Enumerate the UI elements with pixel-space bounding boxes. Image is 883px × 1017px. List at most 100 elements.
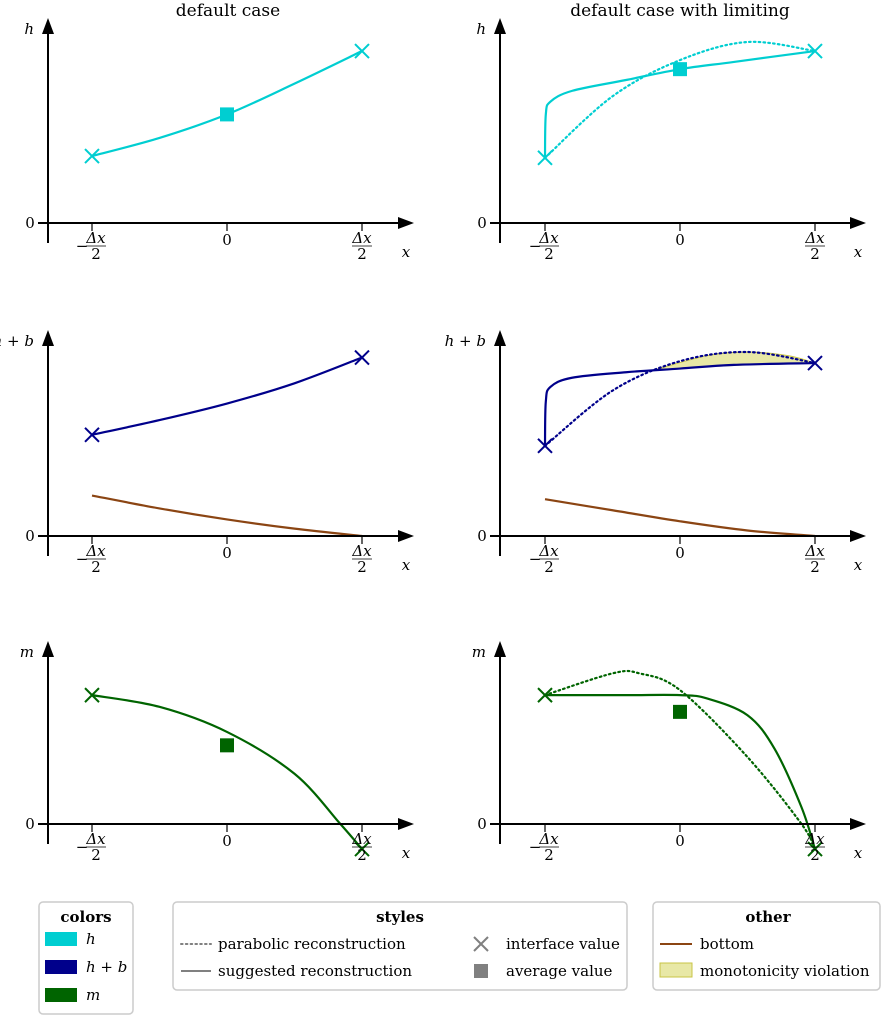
frac-num: Δx [804,830,825,848]
x-axis-arrow [398,530,414,542]
frac-den: 2 [357,245,367,263]
frac-den: 2 [91,245,101,263]
y-axis-arrow [494,641,506,657]
legend-other-title: other [745,908,791,926]
x-tick-label-left-frac: Δx2 [538,830,559,864]
frac-den: 2 [544,245,554,263]
bottom-line [91,494,363,538]
x-axis-label: x [854,243,863,261]
x-tick-label-minus: − [76,550,89,568]
x-tick-label-minus: − [529,237,542,255]
frac-num: Δx [85,542,106,560]
interface-value-h-1 [807,43,823,59]
frac-num: Δx [351,830,372,848]
legend-label-hb: h + b [86,958,127,976]
x-tick-label-right-frac: Δx2 [351,542,372,576]
x-tick-label-right-frac: Δx2 [804,830,825,864]
y-axis-label: h [476,20,486,38]
frac-den: 2 [810,245,820,263]
legend-swatch-h [45,932,77,946]
frac-num: Δx [804,229,825,247]
x-tick-label-zero: 0 [675,231,685,249]
legend-label-parabolic: parabolic reconstruction [218,935,406,953]
frac-num: Δx [351,229,372,247]
interface-value-m-1 [354,841,370,857]
y-tick-label-zero: 0 [477,214,487,232]
x-tick-label-right-frac: Δx2 [351,830,372,864]
interface-value-m-0 [537,687,553,703]
y-axis-label: h + b [445,332,486,350]
interface-value-hb-0 [84,427,100,443]
interface-value-h-0 [84,148,100,164]
suggested-reconstruction-m [545,693,817,850]
legend-swatch-m [45,988,77,1002]
x-tick-label-left-frac: Δx2 [85,229,106,263]
average-value-h [220,107,234,122]
frac-den: 2 [91,558,101,576]
parabolic-reconstruction-m [543,669,817,851]
y-axis-arrow [494,330,506,346]
interface-value-hb-0 [537,438,553,454]
y-axis-arrow [494,18,506,34]
legend-frame [652,901,881,991]
legend-label-interface: interface value [506,935,620,953]
legend-square-icon [474,964,488,978]
frac-den: 2 [357,846,367,864]
average-value-m [673,704,687,719]
x-tick-label-minus: − [76,838,89,856]
frac-num: Δx [538,542,559,560]
x-axis-arrow [850,818,866,830]
x-tick-label-minus: − [529,838,542,856]
legend-frame [172,901,628,991]
y-tick-label-zero: 0 [25,214,35,232]
x-tick-label-right-frac: Δx2 [351,229,372,263]
x-tick-label-zero: 0 [222,231,232,249]
x-axis-arrow [398,217,414,229]
x-tick-label-left-frac: Δx2 [85,830,106,864]
suggested-reconstruction-h [543,49,816,158]
y-tick-label-zero: 0 [477,527,487,545]
x-tick-label-zero: 0 [222,544,232,562]
y-tick-label-zero: 0 [25,527,35,545]
legend-other: other bottom monotonicity violation [652,901,881,991]
y-axis-arrow [42,18,54,34]
title-right: default case with limiting [570,1,790,21]
legend-label-bottom: bottom [700,935,754,953]
x-axis-label: x [402,556,411,574]
y-axis-label: h [24,20,34,38]
y-tick-label-zero: 0 [477,815,487,833]
suggested-reconstruction-hb [543,361,816,446]
x-axis-label: x [402,844,411,862]
bottom-line [544,498,816,538]
x-tick-label-zero: 0 [675,544,685,562]
y-tick-label-zero: 0 [25,815,35,833]
interface-value-h-0 [537,150,553,166]
y-axis-label: m [472,643,486,661]
interface-value-m-1 [807,841,823,857]
frac-den: 2 [544,558,554,576]
frac-num: Δx [538,229,559,247]
y-axis-arrow [42,641,54,657]
x-axis-label: x [854,844,863,862]
average-value-m [220,738,234,753]
interface-value-hb-1 [354,349,370,366]
y-axis-arrow [42,330,54,346]
frac-den: 2 [544,846,554,864]
x-tick-label-left-frac: Δx2 [538,542,559,576]
legend-frame [38,901,134,1015]
frac-den: 2 [91,846,101,864]
x-tick-label-right-frac: Δx2 [804,542,825,576]
x-tick-label-minus: − [529,550,542,568]
frac-num: Δx [85,229,106,247]
legend-label-m: m [86,986,100,1004]
legend-cross-icon [473,936,489,952]
x-axis-arrow [850,217,866,229]
